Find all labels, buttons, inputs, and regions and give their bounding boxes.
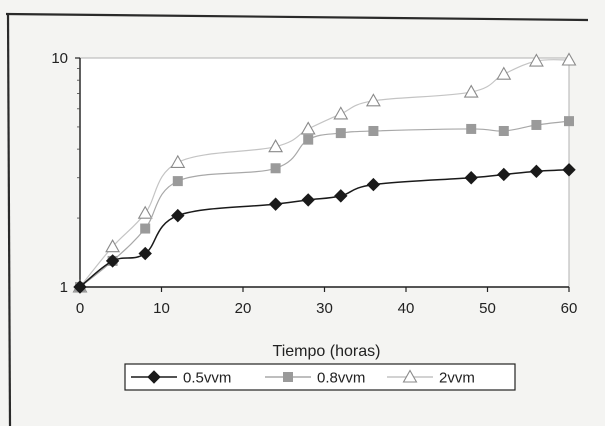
data-point	[529, 164, 544, 179]
data-point	[171, 208, 185, 223]
legend-marker	[147, 370, 161, 384]
panel-top-border	[5, 12, 589, 22]
data-point	[300, 121, 316, 135]
data-point	[333, 106, 349, 120]
legend-marker	[283, 372, 293, 382]
data-point	[496, 66, 512, 80]
data-point	[138, 246, 152, 261]
legend-label: 0.8vvm	[317, 370, 365, 387]
x-tick-label: 20	[235, 300, 252, 317]
data-point	[464, 171, 478, 185]
x-tick-label: 0	[76, 300, 84, 317]
data-point	[270, 163, 281, 174]
x-tick-label: 50	[479, 300, 496, 317]
data-point	[368, 125, 379, 136]
legend-marker	[402, 369, 418, 383]
data-point	[335, 128, 346, 139]
data-point	[463, 84, 479, 98]
legend: 0.5vvm 0.8vvm 2vvm	[124, 363, 516, 391]
data-point	[172, 176, 183, 187]
data-point	[73, 280, 87, 294]
data-point	[105, 239, 121, 253]
data-point	[140, 223, 151, 234]
data-point	[531, 119, 542, 130]
axes: 0 10 20 30 40 50 60 1 10	[51, 50, 577, 317]
data-point	[365, 93, 381, 107]
x-tick-label: 30	[316, 300, 333, 317]
data-point	[170, 154, 186, 168]
data-point	[564, 116, 574, 127]
plot-area	[79, 57, 570, 288]
legend-label: 0.5vvm	[183, 370, 231, 387]
data-point	[334, 189, 348, 203]
data-point	[562, 163, 576, 177]
y-tick-label: 10	[51, 50, 68, 67]
data-point	[498, 125, 509, 136]
x-tick-label: 60	[561, 300, 578, 317]
legend-box	[124, 363, 516, 391]
panel-left-border	[6, 13, 12, 426]
x-tick-label: 40	[398, 300, 415, 317]
data-point	[366, 177, 381, 192]
y-tick-label: 1	[60, 279, 68, 296]
data-point	[105, 254, 120, 268]
x-axis-title: Tiempo (horas)	[273, 343, 381, 360]
data-point	[466, 123, 477, 134]
data-point	[561, 52, 577, 66]
legend-label: 2vvm	[439, 370, 475, 387]
series-group	[72, 52, 577, 294]
x-tick-label: 10	[153, 300, 170, 317]
series-0.5vvm	[73, 163, 576, 294]
plot-background	[79, 57, 570, 288]
data-point	[528, 53, 544, 67]
data-point	[497, 167, 511, 182]
data-point	[268, 197, 283, 211]
data-point	[268, 139, 284, 153]
data-point	[137, 205, 153, 219]
data-point	[303, 134, 314, 145]
data-point	[301, 193, 315, 207]
